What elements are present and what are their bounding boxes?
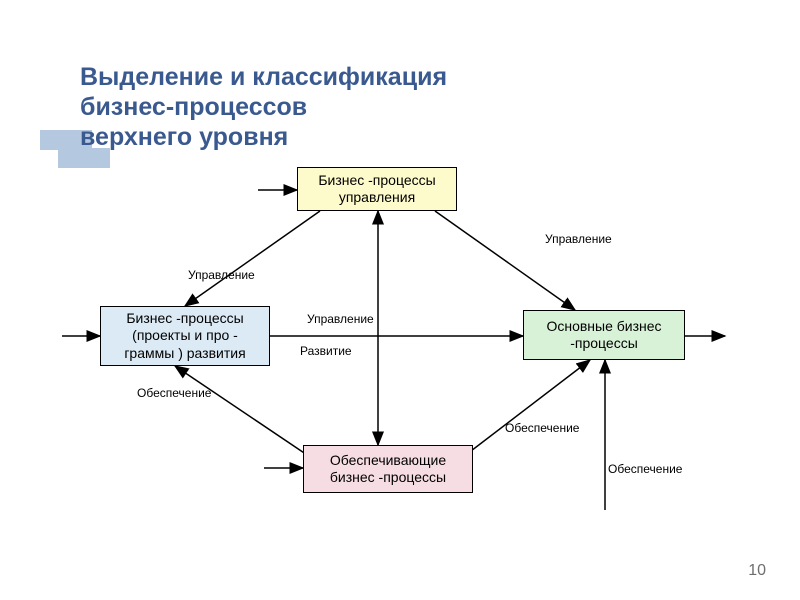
title-line-1: Выделение и классификация — [80, 63, 447, 91]
node-label: Бизнес -процессы (проекты и про - граммы… — [107, 310, 263, 363]
node-management-processes: Бизнес -процессы управления — [297, 167, 457, 211]
node-label: Основные бизнес -процессы — [530, 318, 678, 353]
edge-label: Управление — [545, 232, 612, 246]
node-label: Бизнес -процессы управления — [304, 172, 450, 207]
node-supporting-processes: Обеспечивающие бизнес -процессы — [303, 445, 473, 493]
edge-label: Развитие — [300, 344, 352, 358]
edge-label: Обеспечение — [608, 462, 682, 476]
node-label: Обеспечивающие бизнес -процессы — [310, 452, 466, 487]
node-main-processes: Основные бизнес -процессы — [523, 310, 685, 360]
title-line-2: бизнес-процессов — [80, 93, 307, 121]
edge-label: Обеспечение — [505, 421, 579, 435]
page-number: 10 — [748, 562, 766, 580]
page-title: Выделение и классификация бизнес-процесс… — [80, 62, 447, 152]
node-development-processes: Бизнес -процессы (проекты и про - граммы… — [100, 306, 270, 366]
slide-title-block: Выделение и классификация бизнес-процесс… — [80, 62, 447, 152]
edge-label: Управление — [307, 312, 374, 326]
title-line-3: верхнего уровня — [80, 123, 288, 151]
edge-label: Управление — [188, 268, 255, 282]
edge-label: Обеспечение — [137, 386, 211, 400]
